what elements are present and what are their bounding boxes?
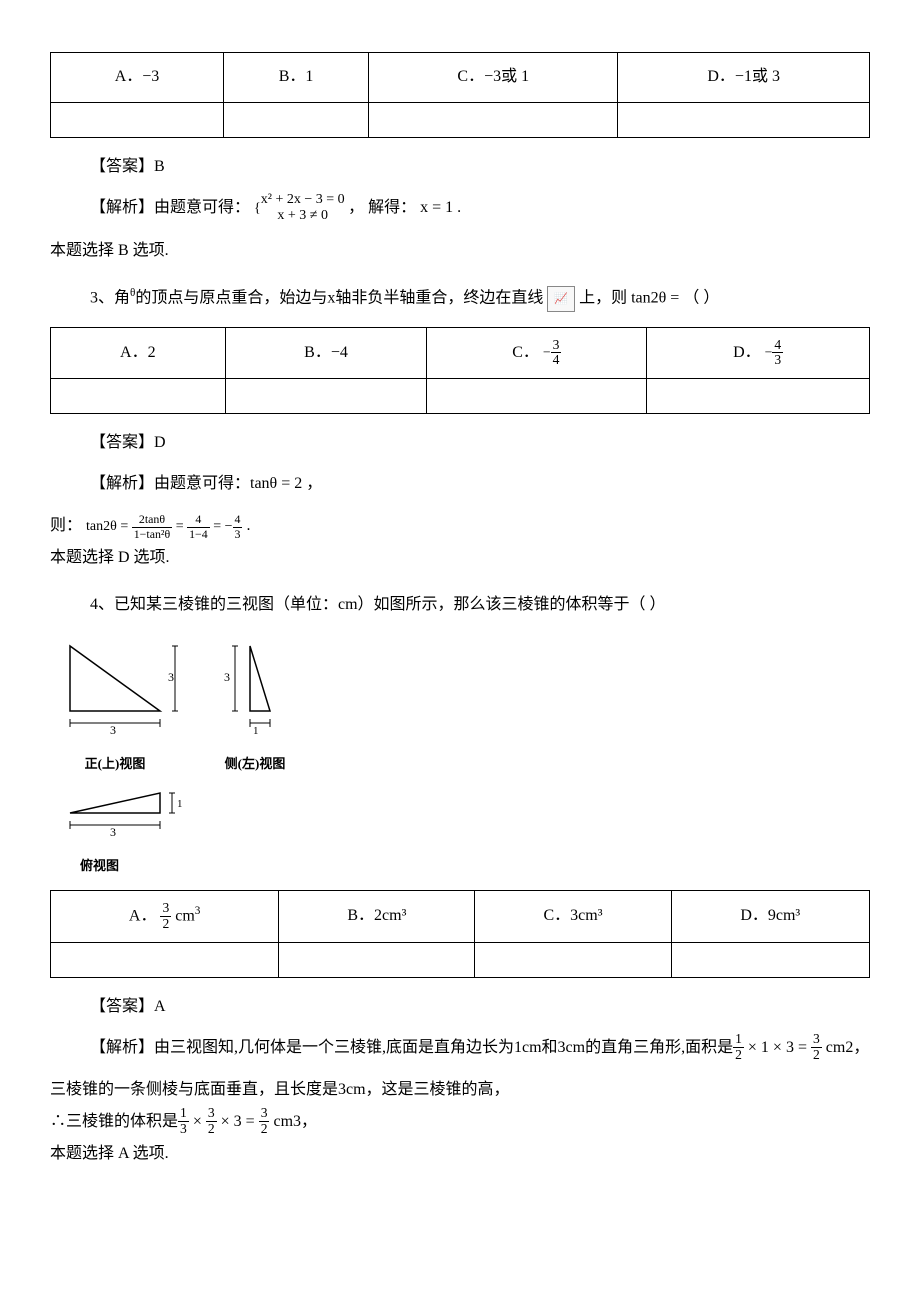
q2-blank-c	[369, 102, 618, 137]
q4-unit2: cm3，	[269, 1113, 317, 1130]
q3-blank-b	[225, 379, 427, 414]
q4-exp-line3-prefix: ∴三棱锥的体积是	[50, 1113, 178, 1130]
q4-answer: 【答案】A	[90, 993, 870, 1022]
front-view-diagram: 3 3 正(上)视图	[50, 631, 180, 775]
q3-text-3: 上，则 tan2θ = （ ）	[579, 290, 719, 307]
q2-blank-a	[51, 102, 224, 137]
q3-c-fraction: −34	[543, 338, 561, 369]
q3-derivation-formula: tan2θ = 2tanθ1−tan²θ = 41−4 = −43	[86, 519, 242, 534]
q2-solve-text: ， 解得： x = 1 .	[348, 199, 461, 216]
svg-text:3: 3	[110, 825, 116, 839]
q4-a-prefix: A．	[129, 907, 157, 924]
q3-answer: 【答案】D	[90, 429, 870, 458]
q2-blank-d	[618, 102, 870, 137]
side-view-diagram: 3 1 侧(左)视图	[210, 631, 300, 775]
q4-a-fraction: 32	[160, 901, 171, 932]
q4-option-a: A． 32 cm3	[51, 890, 279, 942]
q2-blank-b	[224, 102, 369, 137]
q2-option-a: A．−3	[51, 53, 224, 103]
front-view-svg: 3 3	[50, 631, 180, 741]
q4-options-table: A． 32 cm3 B．2cm³ C．3cm³ D．9cm³	[50, 890, 870, 978]
q4-exp-line2: 三棱锥的一条侧棱与底面垂直，且长度是3cm，这是三棱锥的高，	[50, 1074, 870, 1106]
q4-diagrams: 3 3 正(上)视图 3 1 侧(左)视图	[50, 631, 870, 877]
q4-explanation-3: ∴三棱锥的体积是13 × 32 × 3 = 32 cm3，	[50, 1106, 870, 1138]
q3-option-d: D． −43	[647, 327, 870, 379]
front-view-label: 正(上)视图	[50, 752, 180, 775]
q3-d-prefix: D．	[733, 344, 761, 361]
line-image-icon: 📈	[547, 286, 575, 312]
q3-derivation-prefix: 则：	[50, 517, 82, 534]
q4-formula1: 12	[733, 1032, 744, 1063]
q2-answer: 【答案】B	[90, 153, 870, 182]
q3-blank-a	[51, 379, 226, 414]
top-view-diagram: 1 3 俯视图	[50, 783, 870, 877]
q2-conclusion: 本题选择 B 选项.	[50, 235, 870, 267]
q3-blank-c	[427, 379, 647, 414]
q4-blank-b	[279, 942, 475, 977]
q2-equation-system: { x² + 2x − 3 = 0 x + 3 ≠ 0	[254, 201, 348, 216]
q4-blank-a	[51, 942, 279, 977]
top-view-label: 俯视图	[80, 854, 870, 877]
q3-options-table: A．2 B．−4 C． −34 D． −43	[50, 327, 870, 415]
svg-text:1: 1	[177, 798, 183, 810]
q3-text-1: 3、角	[90, 290, 130, 307]
q4-exp-line1: 【解析】由三视图知,几何体是一个三棱锥,底面是直角边长为1cm和3cm的直角三角…	[90, 1039, 733, 1056]
side-view-label: 侧(左)视图	[210, 752, 300, 775]
q2-option-d: D．−1或 3	[618, 53, 870, 103]
q3-explanation: 【解析】由题意可得：tanθ = 2 ，	[90, 468, 870, 500]
q3-explanation-prefix: 【解析】由题意可得：tanθ = 2 ，	[90, 475, 322, 492]
q2-explanation: 【解析】由题意可得： { x² + 2x − 3 = 0 x + 3 ≠ 0 ，…	[90, 192, 870, 226]
q2-option-b: B．1	[224, 53, 369, 103]
q4-option-b: B．2cm³	[279, 890, 475, 942]
q4-conclusion: 本题选择 A 选项.	[50, 1138, 870, 1170]
svg-text:3: 3	[168, 670, 174, 684]
q3-text-2: 的顶点与原点重合，始边与x轴非负半轴重合，终边在直线	[135, 290, 543, 307]
q3-blank-d	[647, 379, 870, 414]
q4-formula2b: 32	[206, 1106, 217, 1137]
q3-question: 3、角θ的顶点与原点重合，始边与x轴非负半轴重合，终边在直线 📈 上，则 tan…	[90, 282, 870, 314]
top-view-svg: 1 3	[50, 783, 190, 843]
q4-option-d: D．9cm³	[671, 890, 869, 942]
q4-formula2a: 13	[178, 1106, 189, 1137]
svg-text:1: 1	[253, 725, 259, 737]
svg-text:3: 3	[110, 723, 116, 737]
q3-option-b: B．−4	[225, 327, 427, 379]
q3-derivation: 则： tan2θ = 2tanθ1−tan²θ = 41−4 = −43 .	[50, 510, 870, 542]
q4-explanation-1: 【解析】由三视图知,几何体是一个三棱锥,底面是直角边长为1cm和3cm的直角三角…	[90, 1032, 870, 1064]
q4-result2: 32	[259, 1106, 270, 1137]
q2-options-table: A．−3 B．1 C．−3或 1 D．−1或 3	[50, 52, 870, 138]
q3-option-a: A．2	[51, 327, 226, 379]
q4-result1: 32	[811, 1032, 822, 1063]
q2-explanation-prefix: 【解析】由题意可得：	[90, 199, 250, 216]
q4-blank-d	[671, 942, 869, 977]
q3-option-c: C． −34	[427, 327, 647, 379]
q3-d-fraction: −43	[765, 338, 783, 369]
q4-question: 4、已知某三棱锥的三视图（单位：cm）如图所示，那么该三棱锥的体积等于（ ）	[90, 589, 870, 621]
svg-text:3: 3	[224, 670, 230, 684]
q2-option-c: C．−3或 1	[369, 53, 618, 103]
q4-unit1: cm2，	[822, 1039, 870, 1056]
q3-c-prefix: C．	[512, 344, 539, 361]
q4-blank-c	[475, 942, 671, 977]
q4-option-c: C．3cm³	[475, 890, 671, 942]
q3-conclusion: 本题选择 D 选项.	[50, 542, 870, 574]
side-view-svg: 3 1	[210, 631, 300, 741]
